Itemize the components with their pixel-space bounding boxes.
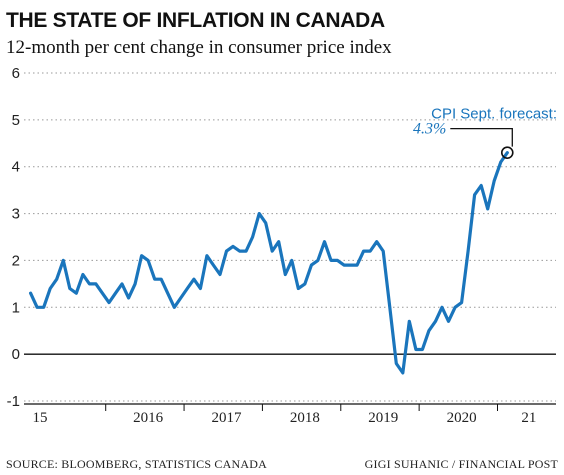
x-axis: 15 2016 2017 2018 2019 2020 21 — [24, 403, 556, 426]
x-tick-label: 2018 — [290, 410, 320, 426]
annotation-value: 4.3% — [413, 121, 446, 138]
x-tick-label: 2016 — [133, 410, 164, 426]
y-tick-label: -1 — [7, 393, 20, 410]
x-tick-label: 2020 — [447, 410, 477, 426]
source-note: SOURCE: BLOOMBERG, STATISTICS CANADA — [6, 457, 267, 471]
series-line-0 — [29, 151, 509, 375]
y-tick-label: 4 — [12, 159, 20, 176]
forecast-annotation: CPI Sept. forecast:4.3% — [413, 106, 557, 159]
y-tick-label: 5 — [12, 112, 20, 129]
chart-title: THE STATE OF INFLATION IN CANADA — [6, 9, 385, 32]
y-tick-label: 3 — [12, 206, 20, 223]
credit-note: GIGI SUHANIC / FINANCIAL POST — [365, 457, 559, 471]
chart-subtitle: 12-month per cent change in consumer pri… — [6, 37, 392, 58]
x-tick-label: 2019 — [368, 410, 398, 426]
x-tick-label: 2017 — [212, 410, 243, 426]
y-axis-ticks: -1 0 1 2 3 4 5 6 — [7, 65, 20, 410]
gridlines — [24, 72, 556, 402]
x-tick-label: 15 — [33, 410, 48, 426]
annotation-label: CPI Sept. forecast: — [431, 106, 557, 123]
series-group — [29, 151, 509, 375]
y-tick-label: 0 — [12, 346, 20, 363]
y-tick-label: 2 — [12, 252, 20, 269]
annotation-marker — [500, 146, 514, 159]
y-tick-label: 1 — [12, 299, 20, 316]
y-tick-label: 6 — [12, 65, 20, 82]
x-tick-label: 21 — [521, 410, 536, 426]
annotation-leader-line — [450, 128, 513, 147]
